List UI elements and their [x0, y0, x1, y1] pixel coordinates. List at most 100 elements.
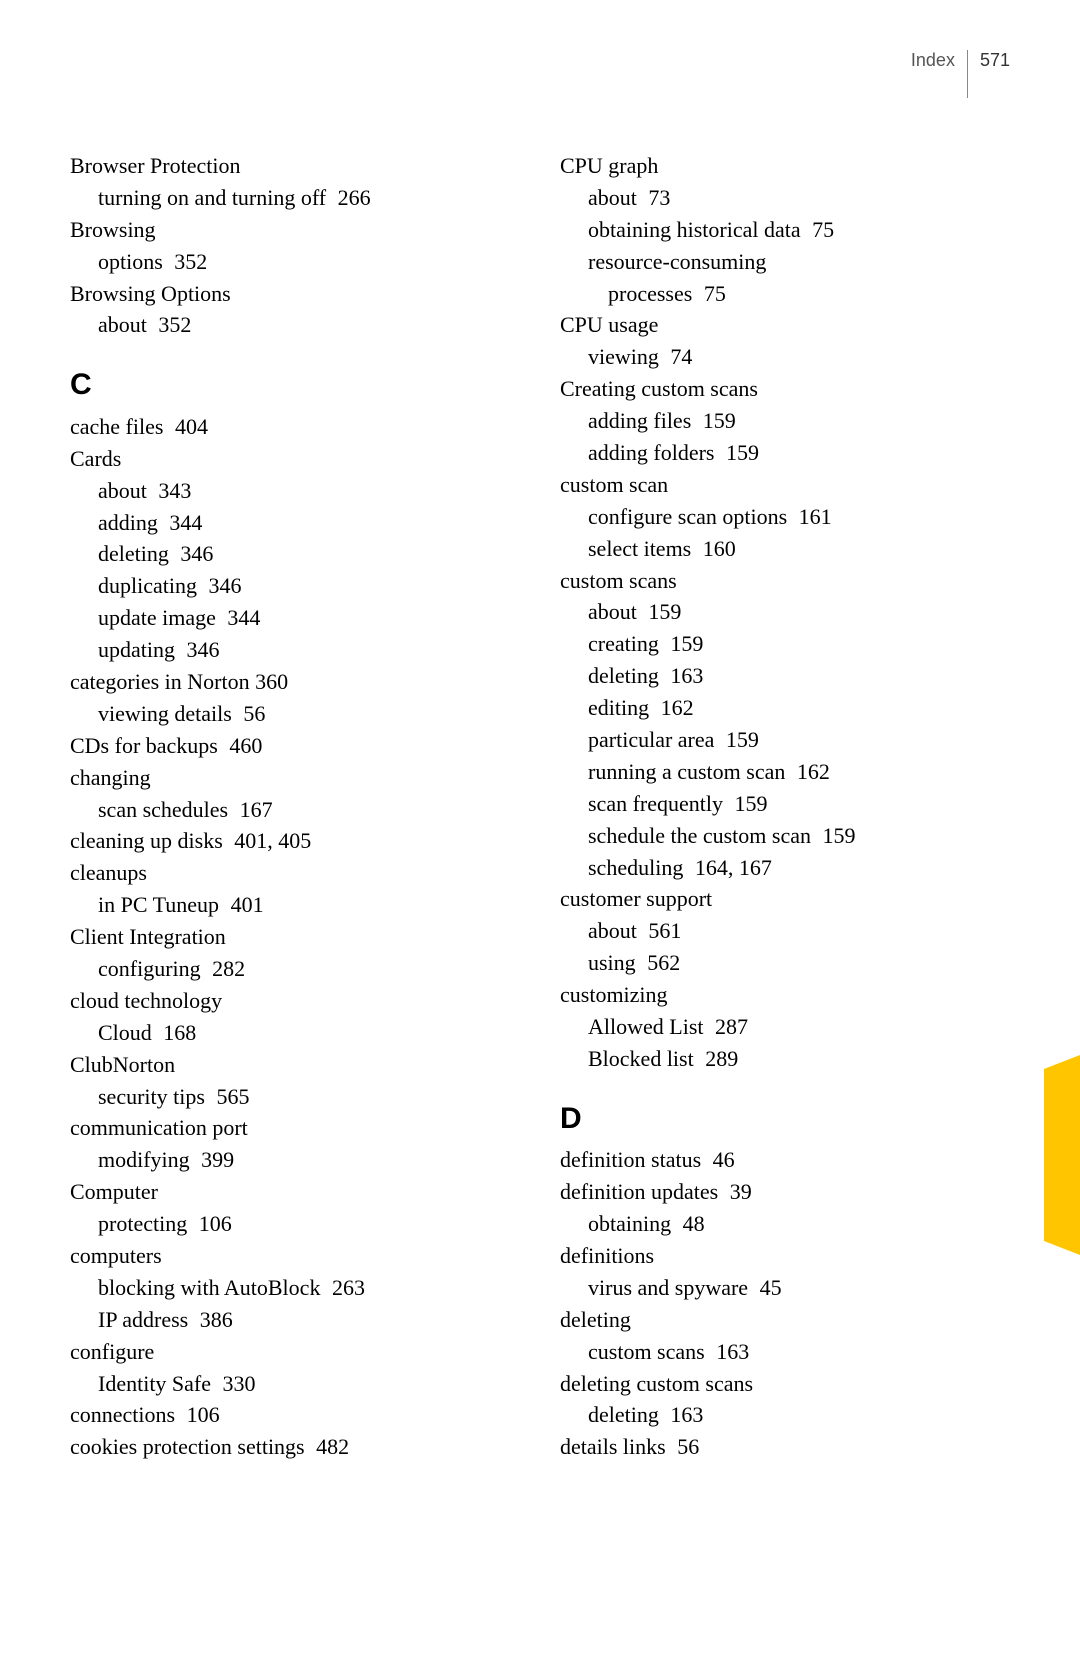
entry-text: options — [98, 249, 163, 274]
page-reference: 344 — [222, 605, 261, 630]
index-term: categories in Norton 360 — [70, 666, 520, 698]
index-subentry: blocking with AutoBlock 263 — [70, 1272, 520, 1304]
page-reference: 106 — [193, 1211, 232, 1236]
entry-text: categories in Norton 360 — [70, 669, 288, 694]
index-term: CDs for backups 460 — [70, 730, 520, 762]
header-page-number: 571 — [968, 50, 1010, 71]
index-term: CPU graph — [560, 150, 1010, 182]
index-subentry: in PC Tuneup 401 — [70, 889, 520, 921]
entry-text: blocking with AutoBlock — [98, 1275, 320, 1300]
entry-text: adding files — [588, 408, 691, 433]
index-term: Browser Protection — [70, 150, 520, 182]
entry-text: duplicating — [98, 573, 197, 598]
entry-text: CPU usage — [560, 312, 658, 337]
page-reference: 399 — [196, 1147, 235, 1172]
page-reference: 164, 167 — [689, 855, 772, 880]
entry-text: Browser Protection — [70, 153, 240, 178]
page-reference: 263 — [326, 1275, 365, 1300]
index-subentry: options 352 — [70, 246, 520, 278]
page-reference: 344 — [164, 510, 203, 535]
index-term: definitions — [560, 1240, 1010, 1272]
entry-text: updating — [98, 637, 175, 662]
page-reference: 561 — [643, 918, 682, 943]
entry-text: custom scan — [560, 472, 668, 497]
entry-text: Allowed List — [588, 1014, 704, 1039]
entry-text: cleanups — [70, 860, 147, 885]
index-term: Client Integration — [70, 921, 520, 953]
index-term: Browsing — [70, 214, 520, 246]
page-reference: 401, 405 — [229, 828, 312, 853]
page-reference: 159 — [643, 599, 682, 624]
entry-text: computers — [70, 1243, 162, 1268]
index-term: Browsing Options — [70, 278, 520, 310]
entry-text: schedule the custom scan — [588, 823, 811, 848]
entry-text: about — [98, 478, 147, 503]
index-term: deleting — [560, 1304, 1010, 1336]
page-header: Index 571 — [911, 50, 1010, 98]
index-term: cleaning up disks 401, 405 — [70, 825, 520, 857]
entry-text: cookies protection settings — [70, 1434, 305, 1459]
entry-text: protecting — [98, 1211, 187, 1236]
entry-text: changing — [70, 765, 151, 790]
index-subentry: virus and spyware 45 — [560, 1272, 1010, 1304]
index-subentry: scan frequently 159 — [560, 788, 1010, 820]
index-subentry: configuring 282 — [70, 953, 520, 985]
index-term: computers — [70, 1240, 520, 1272]
page-reference: 352 — [153, 312, 192, 337]
page-reference: 346 — [181, 637, 220, 662]
index-subentry: deleting 163 — [560, 1399, 1010, 1431]
index-subentry: update image 344 — [70, 602, 520, 634]
entry-text: CDs for backups — [70, 733, 218, 758]
index-subentry: scheduling 164, 167 — [560, 852, 1010, 884]
page-reference: 343 — [153, 478, 192, 503]
index-term: ClubNorton — [70, 1049, 520, 1081]
entry-text: modifying — [98, 1147, 190, 1172]
index-term: definition updates 39 — [560, 1176, 1010, 1208]
page-reference: 159 — [817, 823, 856, 848]
index-term: cookies protection settings 482 — [70, 1431, 520, 1463]
entry-text: adding — [98, 510, 158, 535]
entry-text: scheduling — [588, 855, 683, 880]
entry-text: obtaining historical data — [588, 217, 801, 242]
index-term: Computer — [70, 1176, 520, 1208]
entry-text: obtaining — [588, 1211, 671, 1236]
index-subentry: deleting 163 — [560, 660, 1010, 692]
index-content: Browser Protectionturning on and turning… — [70, 150, 1010, 1463]
index-subentry: Identity Safe 330 — [70, 1368, 520, 1400]
index-term: custom scans — [560, 565, 1010, 597]
entry-text: deleting — [560, 1307, 631, 1332]
index-term: Cards — [70, 443, 520, 475]
entry-text: deleting — [588, 1402, 659, 1427]
page-reference: 562 — [642, 950, 681, 975]
index-subentry: viewing details 56 — [70, 698, 520, 730]
entry-text: update image — [98, 605, 216, 630]
index-term: customer support — [560, 883, 1010, 915]
index-subentry: Blocked list 289 — [560, 1043, 1010, 1075]
entry-text: IP address — [98, 1307, 188, 1332]
index-term: Creating custom scans — [560, 373, 1010, 405]
entry-text: Cloud — [98, 1020, 152, 1045]
index-subentry: Allowed List 287 — [560, 1011, 1010, 1043]
entry-text: select items — [588, 536, 691, 561]
entry-text: about — [98, 312, 147, 337]
page-reference: 159 — [729, 791, 768, 816]
entry-text: customer support — [560, 886, 712, 911]
index-subentry: duplicating 346 — [70, 570, 520, 602]
page-reference: 330 — [217, 1371, 256, 1396]
page-reference: 159 — [720, 440, 759, 465]
index-subentry: custom scans 163 — [560, 1336, 1010, 1368]
index-subentry: IP address 386 — [70, 1304, 520, 1336]
index-subentry: adding 344 — [70, 507, 520, 539]
entry-text: adding folders — [588, 440, 714, 465]
entry-text: running a custom scan — [588, 759, 785, 784]
page-reference: 48 — [677, 1211, 705, 1236]
index-subentry: running a custom scan 162 — [560, 756, 1010, 788]
index-subentry: about 352 — [70, 309, 520, 341]
page-reference: 39 — [724, 1179, 752, 1204]
index-subentry: adding folders 159 — [560, 437, 1010, 469]
index-subentry: about 561 — [560, 915, 1010, 947]
entry-text: deleting — [98, 541, 169, 566]
page-reference: 386 — [194, 1307, 233, 1332]
page-reference: 163 — [711, 1339, 750, 1364]
page-reference: 159 — [697, 408, 736, 433]
